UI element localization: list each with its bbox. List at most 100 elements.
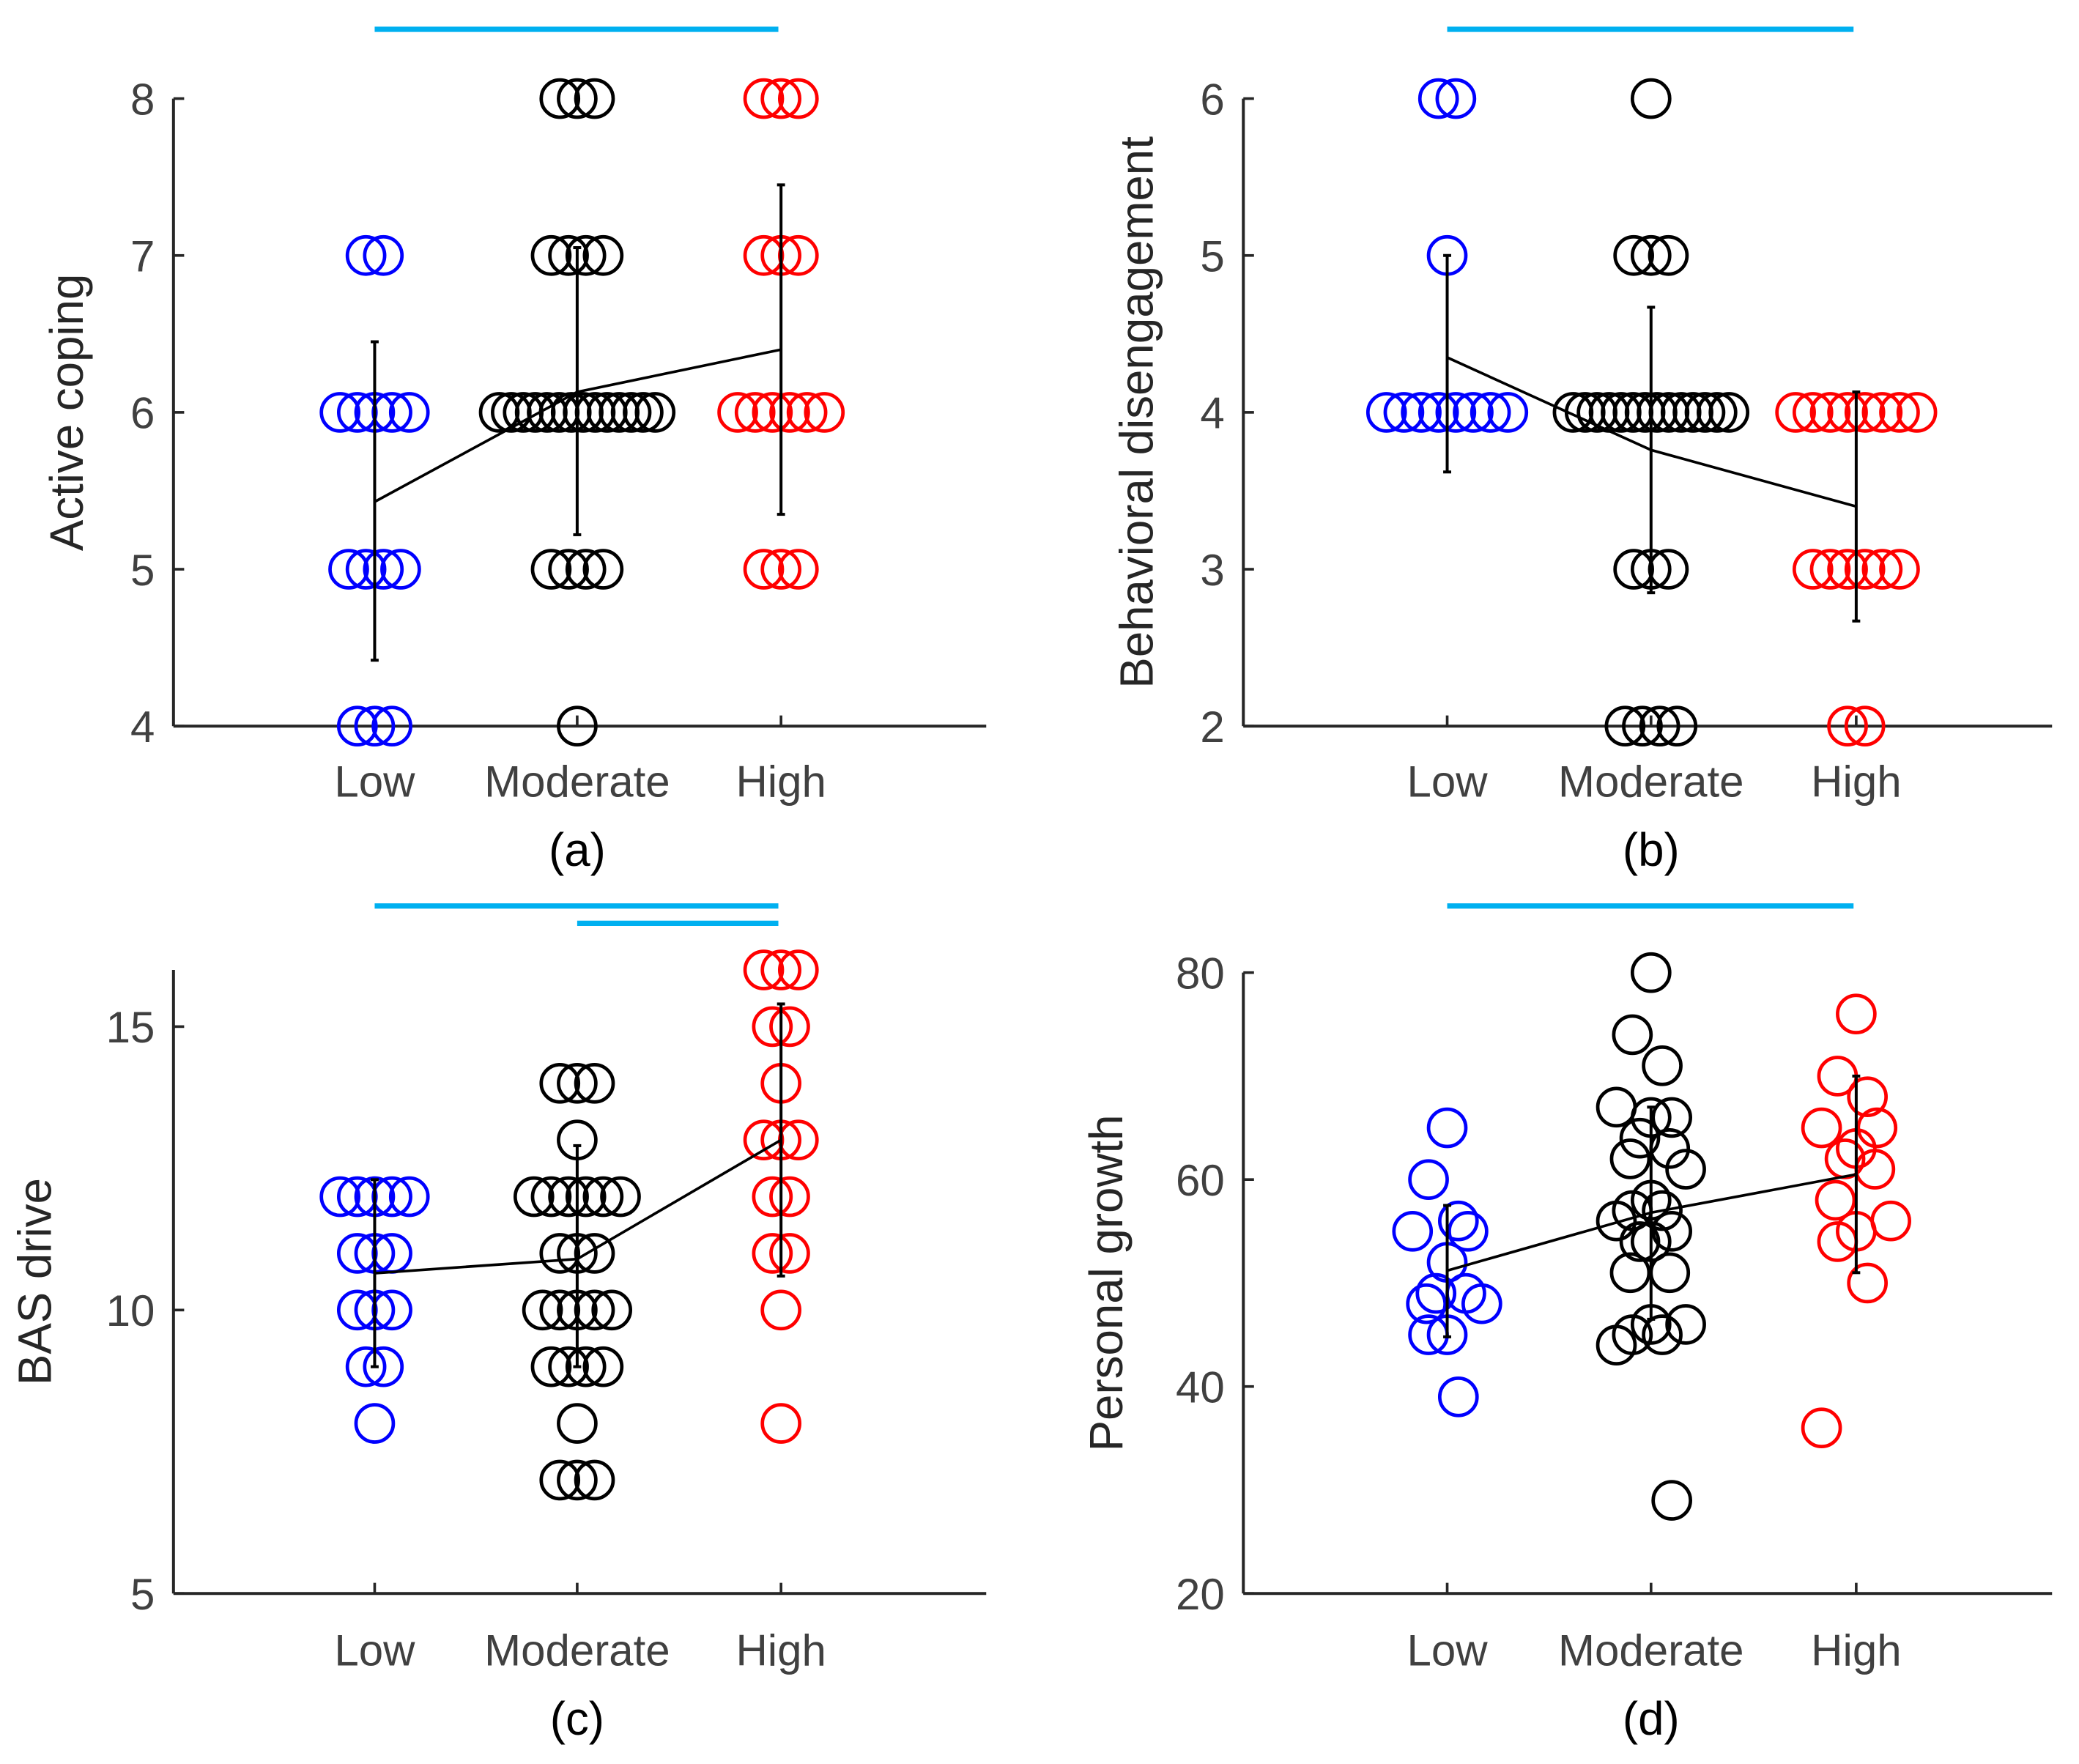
data-point <box>1642 1314 1683 1355</box>
data-point <box>557 1403 598 1444</box>
data-point <box>1437 1200 1479 1242</box>
x-tick-label: High <box>1811 757 1901 807</box>
mean-line <box>374 348 782 503</box>
data-point <box>1619 1117 1661 1159</box>
data-point <box>1596 1324 1637 1366</box>
x-tick-label: Low <box>1407 1626 1488 1675</box>
data-point <box>769 392 810 433</box>
data-point <box>1448 1210 1489 1252</box>
y-tick-label: 3 <box>1200 546 1224 595</box>
data-point <box>557 705 598 747</box>
data-point <box>1418 78 1459 119</box>
data-point <box>530 234 572 276</box>
data-point <box>752 392 793 433</box>
y-tick-label: 5 <box>130 546 155 595</box>
data-point <box>1836 993 1877 1035</box>
x-tick-label: Moderate <box>484 757 670 807</box>
data-point <box>388 1176 430 1218</box>
y-tick-label: 2 <box>1200 703 1224 752</box>
data-point <box>1461 1283 1502 1324</box>
data-point <box>582 1346 624 1387</box>
data-point <box>1612 1014 1653 1056</box>
y-tick-label: 6 <box>130 389 155 438</box>
data-point <box>1401 392 1442 433</box>
data-point <box>1879 549 1920 590</box>
y-axis-label: Active coping <box>41 274 93 552</box>
data-point <box>1844 705 1886 747</box>
y-tick-label: 6 <box>1200 75 1224 124</box>
data-point <box>1406 1283 1447 1324</box>
data-point <box>1844 549 1886 590</box>
data-point <box>1613 234 1654 276</box>
data-point <box>354 705 396 747</box>
panel-a: 4 5 6 7 8 Low Moderate High Active coping (a) <box>41 26 987 876</box>
data-point <box>565 234 607 276</box>
data-point <box>1630 78 1672 119</box>
data-point <box>777 78 819 119</box>
data-point <box>1809 392 1851 433</box>
data-point <box>786 392 828 433</box>
x-tick-label: High <box>1811 1626 1901 1675</box>
data-point <box>743 949 785 990</box>
panel-label: (c) <box>550 1693 604 1745</box>
x-tick-label: High <box>735 1626 826 1675</box>
data-point <box>1792 549 1834 590</box>
y-tick-label: 5 <box>1200 232 1224 281</box>
data-point <box>769 1233 810 1274</box>
data-point <box>522 1289 563 1331</box>
data-point <box>548 234 589 276</box>
data-point <box>1642 1045 1683 1086</box>
panel-label: (a) <box>549 824 606 876</box>
data-point <box>582 234 624 276</box>
data-point <box>345 549 387 590</box>
data-point <box>1435 392 1477 433</box>
data-point <box>380 549 421 590</box>
data-point <box>1809 549 1851 590</box>
mean-line <box>374 1138 782 1275</box>
data-point <box>1792 392 1834 433</box>
data-point <box>1801 1107 1842 1149</box>
data-point <box>1847 1262 1888 1304</box>
data-point <box>760 549 801 590</box>
data-point <box>743 78 785 119</box>
data-point <box>1815 1179 1856 1221</box>
data-point <box>345 234 387 276</box>
data-point <box>1665 1304 1706 1345</box>
data-point <box>1639 705 1680 747</box>
data-point <box>530 1346 572 1387</box>
data-point <box>1609 1138 1651 1179</box>
data-point <box>328 549 369 590</box>
data-point <box>1642 1190 1683 1231</box>
data-point <box>1696 392 1738 433</box>
data-point <box>319 1176 360 1218</box>
data-point <box>591 1289 633 1331</box>
data-point <box>539 78 581 119</box>
x-tick-label: High <box>735 757 826 807</box>
data-point <box>1708 392 1750 433</box>
data-point <box>371 705 412 747</box>
data-point <box>539 1459 581 1501</box>
data-point <box>1426 1107 1468 1149</box>
data-point <box>1665 1149 1706 1190</box>
y-tick-label: 8 <box>130 75 155 124</box>
y-tick-label: 20 <box>1176 1570 1225 1619</box>
y-tick-label: 4 <box>1200 389 1224 438</box>
data-point <box>760 78 801 119</box>
x-tick-label: Moderate <box>484 1626 670 1675</box>
x-tick-label: Low <box>334 1626 415 1675</box>
data-point <box>1609 1252 1651 1294</box>
data-point <box>1453 392 1494 433</box>
data-point <box>1415 1272 1457 1314</box>
panel-label: (d) <box>1623 1693 1680 1745</box>
y-tick-label: 4 <box>130 703 155 752</box>
data-point <box>1861 392 1903 433</box>
data-point <box>1435 78 1477 119</box>
data-point <box>1870 1200 1911 1242</box>
data-point <box>752 1006 793 1048</box>
data-point <box>1596 1200 1637 1242</box>
data-point <box>336 705 378 747</box>
data-point <box>777 949 819 990</box>
data-point <box>388 392 430 433</box>
data-point <box>565 1176 607 1218</box>
